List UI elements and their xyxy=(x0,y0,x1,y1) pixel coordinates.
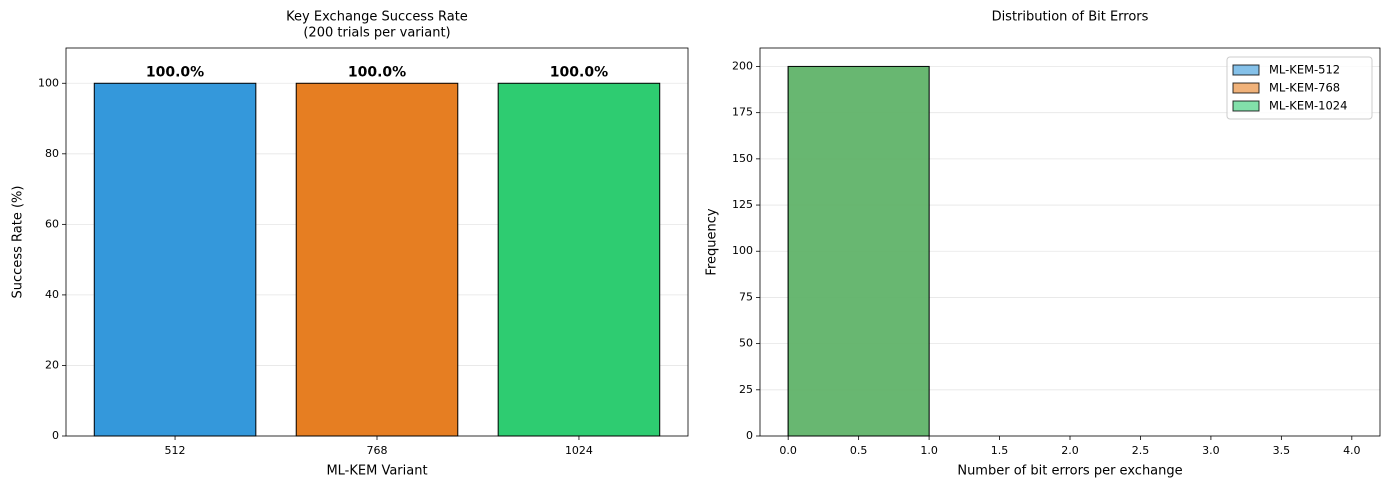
y-tick-label: 75 xyxy=(739,290,753,303)
bar xyxy=(497,82,661,437)
legend-label: ML-KEM-768 xyxy=(1269,81,1340,95)
y-tick-label: 60 xyxy=(45,217,59,230)
legend-label: ML-KEM-512 xyxy=(1269,63,1340,77)
value-label: 100.0% xyxy=(348,64,406,80)
y-tick-label: 25 xyxy=(739,383,753,396)
histogram-bar xyxy=(787,65,930,437)
x-tick-label: 2.5 xyxy=(1132,444,1150,457)
axes-frame xyxy=(65,47,689,437)
legend-frame xyxy=(1226,56,1373,120)
y-axis-label: Success Rate (%) xyxy=(11,186,26,299)
chart-bar: 0 20 40 60 80 100 Key Exchange Success Rate(20… xyxy=(11,10,689,479)
x-tick-label: 1.0 xyxy=(920,444,938,457)
chart-histogram: 0 25 50 75 100 125 150 175 200 Distribution of Bi… xyxy=(705,10,1381,479)
x-tick-label: 512 xyxy=(165,444,186,457)
y-axis-label: Frequency xyxy=(705,208,720,275)
y-tick-label: 100 xyxy=(732,244,753,257)
bar xyxy=(93,82,257,437)
x-axis-label: Number of bit errors per exchange xyxy=(957,464,1182,479)
y-tick-label: 125 xyxy=(732,198,753,211)
x-tick-label: 3.0 xyxy=(1202,444,1220,457)
chart-title: Key Exchange Success Rate xyxy=(286,10,468,25)
value-label: 100.0% xyxy=(146,64,204,80)
bar xyxy=(295,82,459,437)
legend-label: ML-KEM-1024 xyxy=(1269,99,1347,113)
x-tick-label: 0.0 xyxy=(779,444,797,457)
y-tick-label: 20 xyxy=(45,358,59,371)
value-label: 100.0% xyxy=(550,64,608,80)
x-tick-label: 768 xyxy=(367,444,388,457)
y-tick-label: 0 xyxy=(52,429,59,442)
chart-title: Distribution of Bit Errors xyxy=(992,10,1149,25)
x-tick-label: 4.0 xyxy=(1343,444,1361,457)
x-axis-label: ML-KEM Variant xyxy=(326,464,427,479)
chart-title: (200 trials per variant) xyxy=(303,26,450,41)
axes-frame xyxy=(759,47,1381,437)
x-tick-label: 2.0 xyxy=(1061,444,1079,457)
y-tick-label: 150 xyxy=(732,152,753,165)
legend-swatch xyxy=(1232,64,1260,76)
y-tick-label: 100 xyxy=(38,76,59,89)
legend-swatch xyxy=(1232,82,1260,94)
y-tick-label: 175 xyxy=(732,106,753,119)
y-tick-label: 80 xyxy=(45,147,59,160)
x-tick-label: 0.5 xyxy=(850,444,868,457)
y-tick-label: 0 xyxy=(746,429,753,442)
x-tick-label: 1024 xyxy=(565,444,593,457)
y-tick-label: 200 xyxy=(732,59,753,72)
y-tick-label: 50 xyxy=(739,337,753,350)
legend-swatch xyxy=(1232,100,1260,112)
x-tick-label: 1.5 xyxy=(991,444,1009,457)
x-tick-label: 3.5 xyxy=(1273,444,1291,457)
y-tick-label: 40 xyxy=(45,288,59,301)
